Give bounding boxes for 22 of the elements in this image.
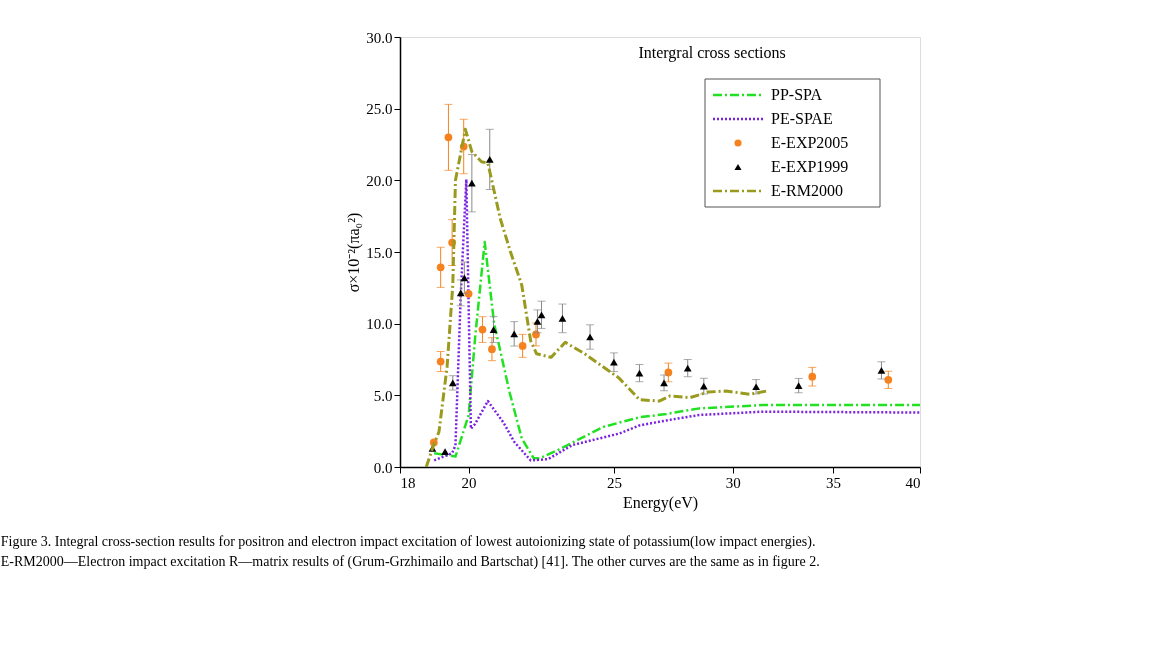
y-tick-label: 20.0 bbox=[366, 172, 393, 189]
legend-label: E-EXP1999 bbox=[771, 158, 849, 175]
x-tick-label: 30 bbox=[725, 474, 741, 491]
y-tick-label: 0.0 bbox=[373, 459, 393, 476]
x-axis-title: Energy(eV) bbox=[622, 493, 699, 512]
y-tick-label: 30.0 bbox=[366, 29, 393, 46]
y-tick-label: 5.0 bbox=[373, 387, 393, 404]
caption: Figure 3. Integral cross-section results for positron and electron impact excitation of lowest autoionizing state of potassium(low impact energies). E-RM2000—Electron impact excitation R—matrix results of (Grum-Grzhimailo and Bartschat) [41]. The other curves are the same as in figure 2. bbox=[0, 534, 820, 570]
legend-label: E-RM2000 bbox=[771, 182, 843, 199]
y-tick-label: 25.0 bbox=[366, 101, 393, 118]
legend-label: E-EXP2005 bbox=[771, 134, 849, 151]
legend-label: PP-SPA bbox=[771, 86, 823, 103]
y-axis-title: σ×10⁻²(πa₀²) bbox=[345, 212, 364, 293]
legend-label: PE-SPAE bbox=[771, 110, 833, 127]
x-tick-label: 18 bbox=[400, 474, 416, 491]
x-tick-label: 25 bbox=[606, 474, 622, 491]
x-tick-label: 35 bbox=[826, 474, 842, 491]
x-tick-label: 20 bbox=[461, 474, 477, 491]
y-tick-label: 15.0 bbox=[366, 244, 393, 261]
y-tick-label: 10.0 bbox=[366, 316, 393, 333]
x-tick-label: 40 bbox=[905, 474, 921, 491]
chart-title: Intergral cross sections bbox=[638, 44, 786, 62]
